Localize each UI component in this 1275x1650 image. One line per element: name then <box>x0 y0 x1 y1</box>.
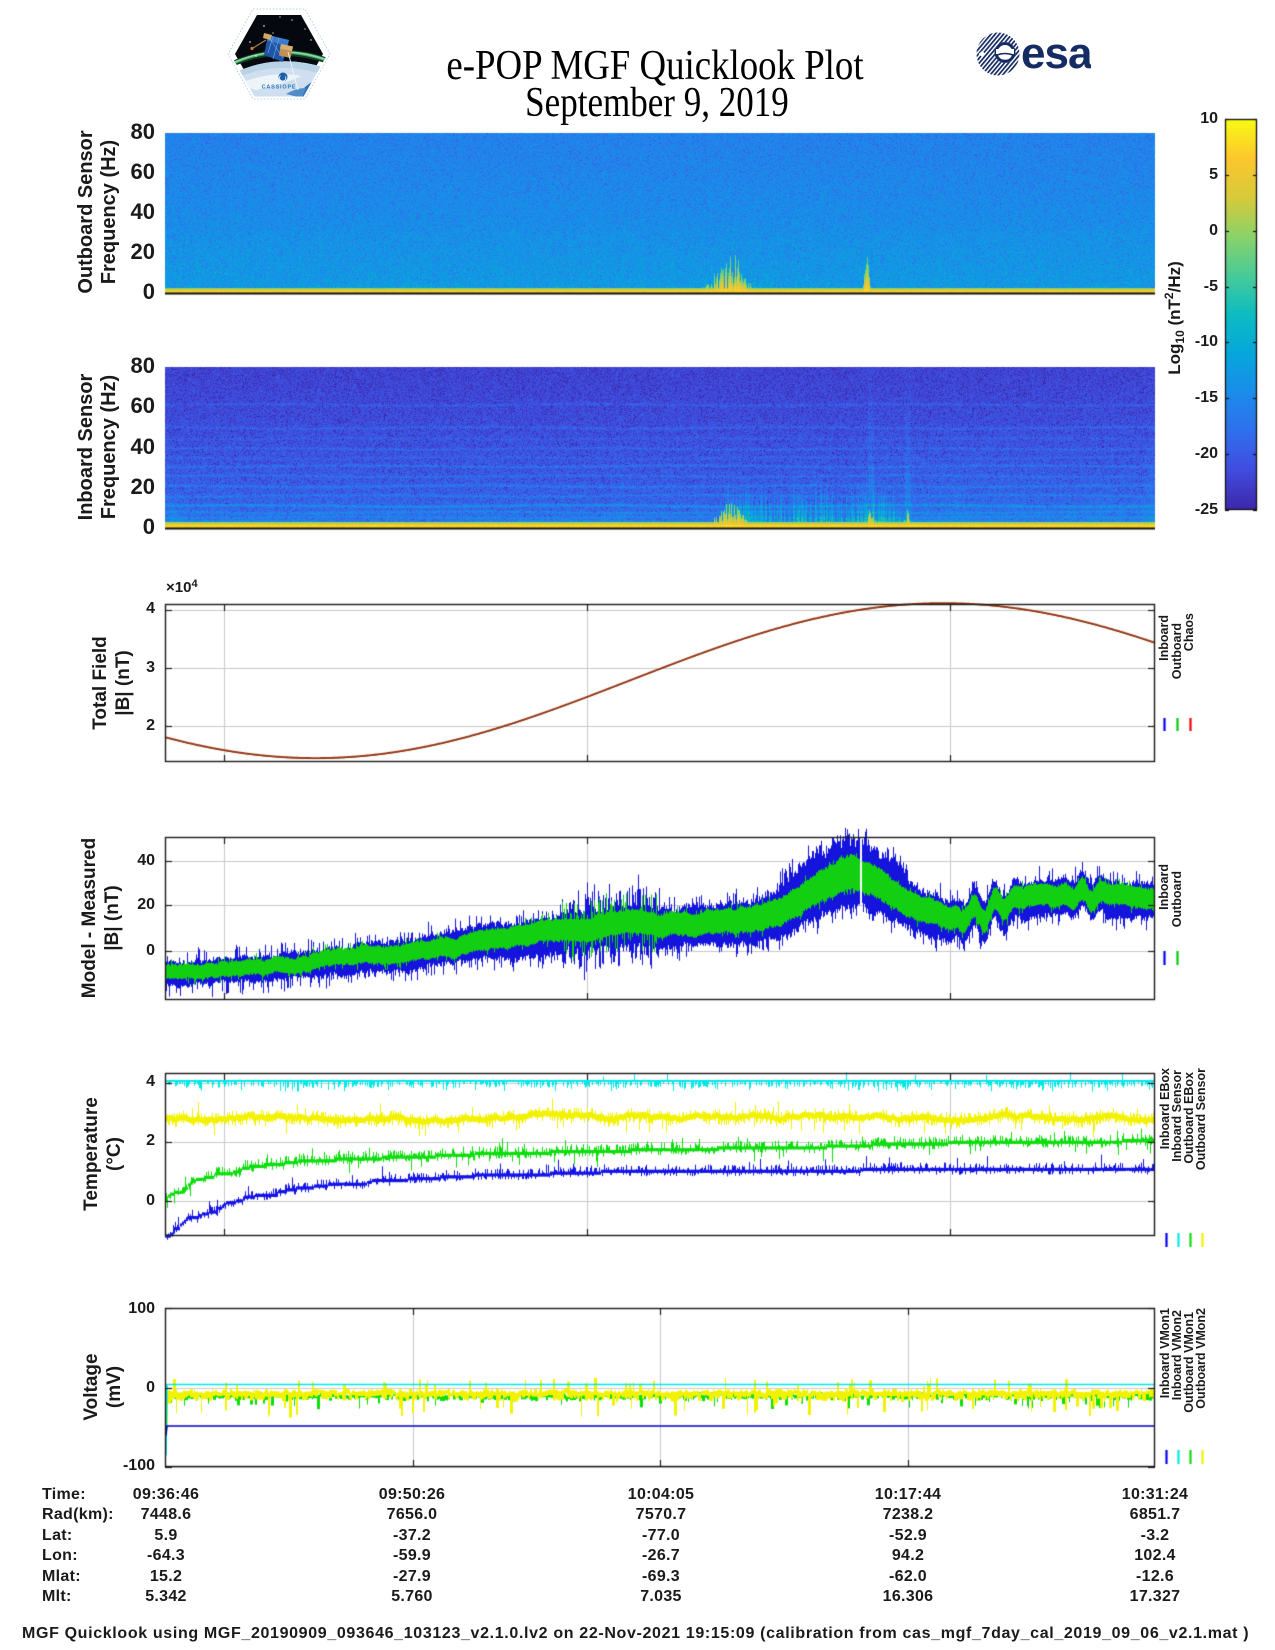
svg-text:CASSIOPE: CASSIOPE <box>262 85 297 91</box>
svg-text:esa: esa <box>1021 29 1091 77</box>
